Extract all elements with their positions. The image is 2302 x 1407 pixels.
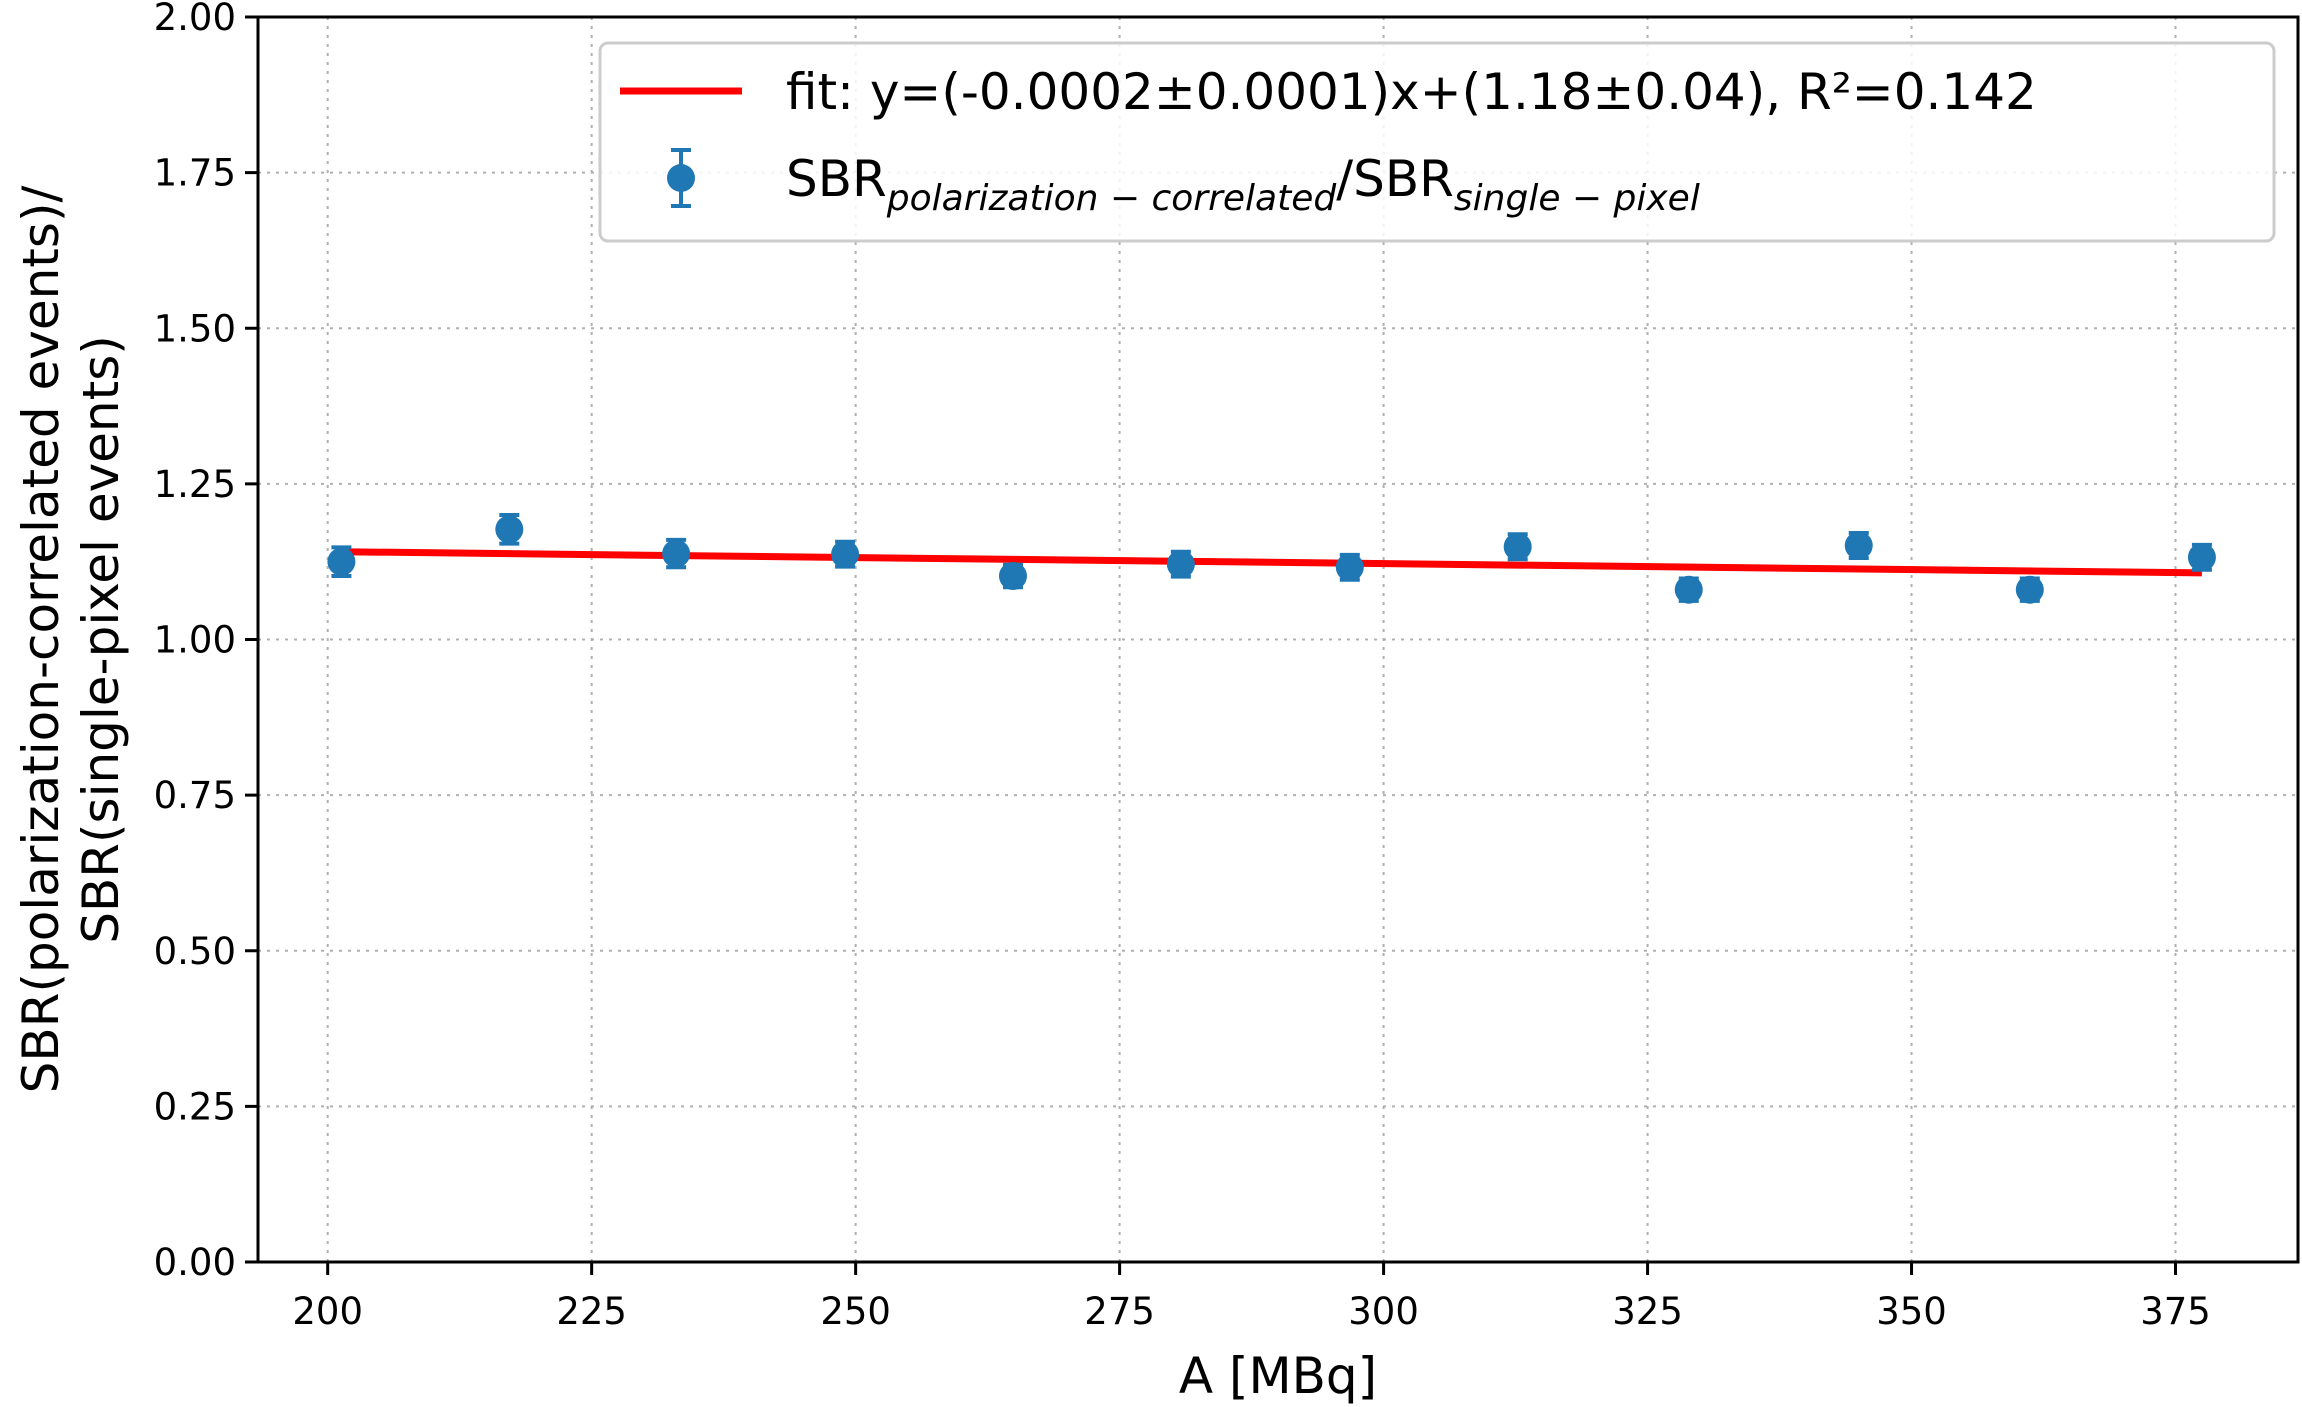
- data-point: [1166, 549, 1195, 579]
- legend-fit-label: fit: y=(-0.0002±0.0001)x+(1.18±0.04), R²…: [786, 63, 2037, 121]
- data-point: [998, 562, 1027, 591]
- fit-line-layer: [341, 548, 2202, 577]
- point-marker: [998, 562, 1027, 591]
- data-point: [831, 539, 860, 569]
- legend-point-label-sub1: polarization − correlated: [886, 178, 1338, 219]
- legend-point-label-sub2: single − pixel: [1454, 178, 1700, 219]
- x-tick-label: 225: [556, 1290, 627, 1333]
- x-tick-label: 375: [2140, 1290, 2211, 1333]
- y-tick-label: 1.75: [154, 152, 236, 195]
- point-marker: [495, 515, 524, 544]
- data-points-layer: [327, 513, 2216, 604]
- y-tick-label: 2.00: [154, 0, 236, 39]
- x-tick-label: 275: [1084, 1290, 1155, 1333]
- y-tick-label: 1.25: [154, 463, 236, 506]
- x-axis-title: A [MBq]: [1179, 1347, 1377, 1405]
- point-marker: [1674, 575, 1703, 604]
- point-marker: [2187, 543, 2216, 572]
- data-point: [2015, 575, 2044, 604]
- x-tick-label: 200: [292, 1290, 363, 1333]
- y-tick-label: 0.00: [154, 1241, 236, 1284]
- y-axis-title-line-1: SBR(polarization-correlated events)/: [12, 186, 70, 1094]
- y-tick-label: 1.50: [154, 307, 236, 350]
- legend-point-swatch: [667, 148, 695, 208]
- x-tick-label: 250: [820, 1290, 891, 1333]
- data-point: [1844, 531, 1873, 560]
- y-tick-label: 0.50: [154, 930, 236, 973]
- y-tick-label: 0.75: [154, 774, 236, 817]
- legend-marker: [667, 164, 695, 192]
- x-tick-label: 350: [1876, 1290, 1947, 1333]
- legend-box: [598, 41, 2276, 243]
- x-tick-label: 300: [1348, 1290, 1419, 1333]
- y-tick-label: 1.00: [154, 619, 236, 662]
- data-point: [1503, 532, 1532, 562]
- y-axis-title-line-2: SBR(single-pixel events): [72, 335, 130, 944]
- legend: fit: y=(-0.0002±0.0001)x+(1.18±0.04), R²…: [598, 41, 2276, 243]
- data-point: [662, 537, 691, 570]
- point-marker: [327, 547, 356, 576]
- x-tick-label: 325: [1612, 1290, 1683, 1333]
- data-point: [1335, 552, 1364, 582]
- data-point: [2187, 542, 2216, 572]
- point-marker: [1844, 531, 1873, 560]
- point-marker: [831, 540, 860, 569]
- legend-point-label-mid: /SBR: [1336, 150, 1454, 208]
- y-axis-title: SBR(polarization-correlated events)/ SBR…: [12, 186, 130, 1094]
- legend-point-label-main: SBR: [786, 150, 887, 208]
- point-marker: [2015, 575, 2044, 604]
- data-point: [495, 513, 524, 546]
- x-axis-ticks: 200 225 250 275 300 325 350 375: [292, 1262, 2211, 1333]
- point-marker: [1503, 532, 1532, 561]
- data-point: [1674, 575, 1703, 604]
- y-tick-label: 0.25: [154, 1085, 236, 1128]
- y-axis-ticks: 0.00 0.25 0.50 0.75 1.00 1.25 1.50 1.75 2.00: [154, 0, 258, 1284]
- legend-point-label: SBRpolarization − correlated/SBRsingle −…: [786, 150, 1700, 219]
- point-marker: [662, 539, 691, 568]
- data-point: [327, 545, 356, 579]
- fit-line: [341, 548, 2202, 577]
- point-marker: [1335, 553, 1364, 582]
- point-marker: [1166, 550, 1195, 579]
